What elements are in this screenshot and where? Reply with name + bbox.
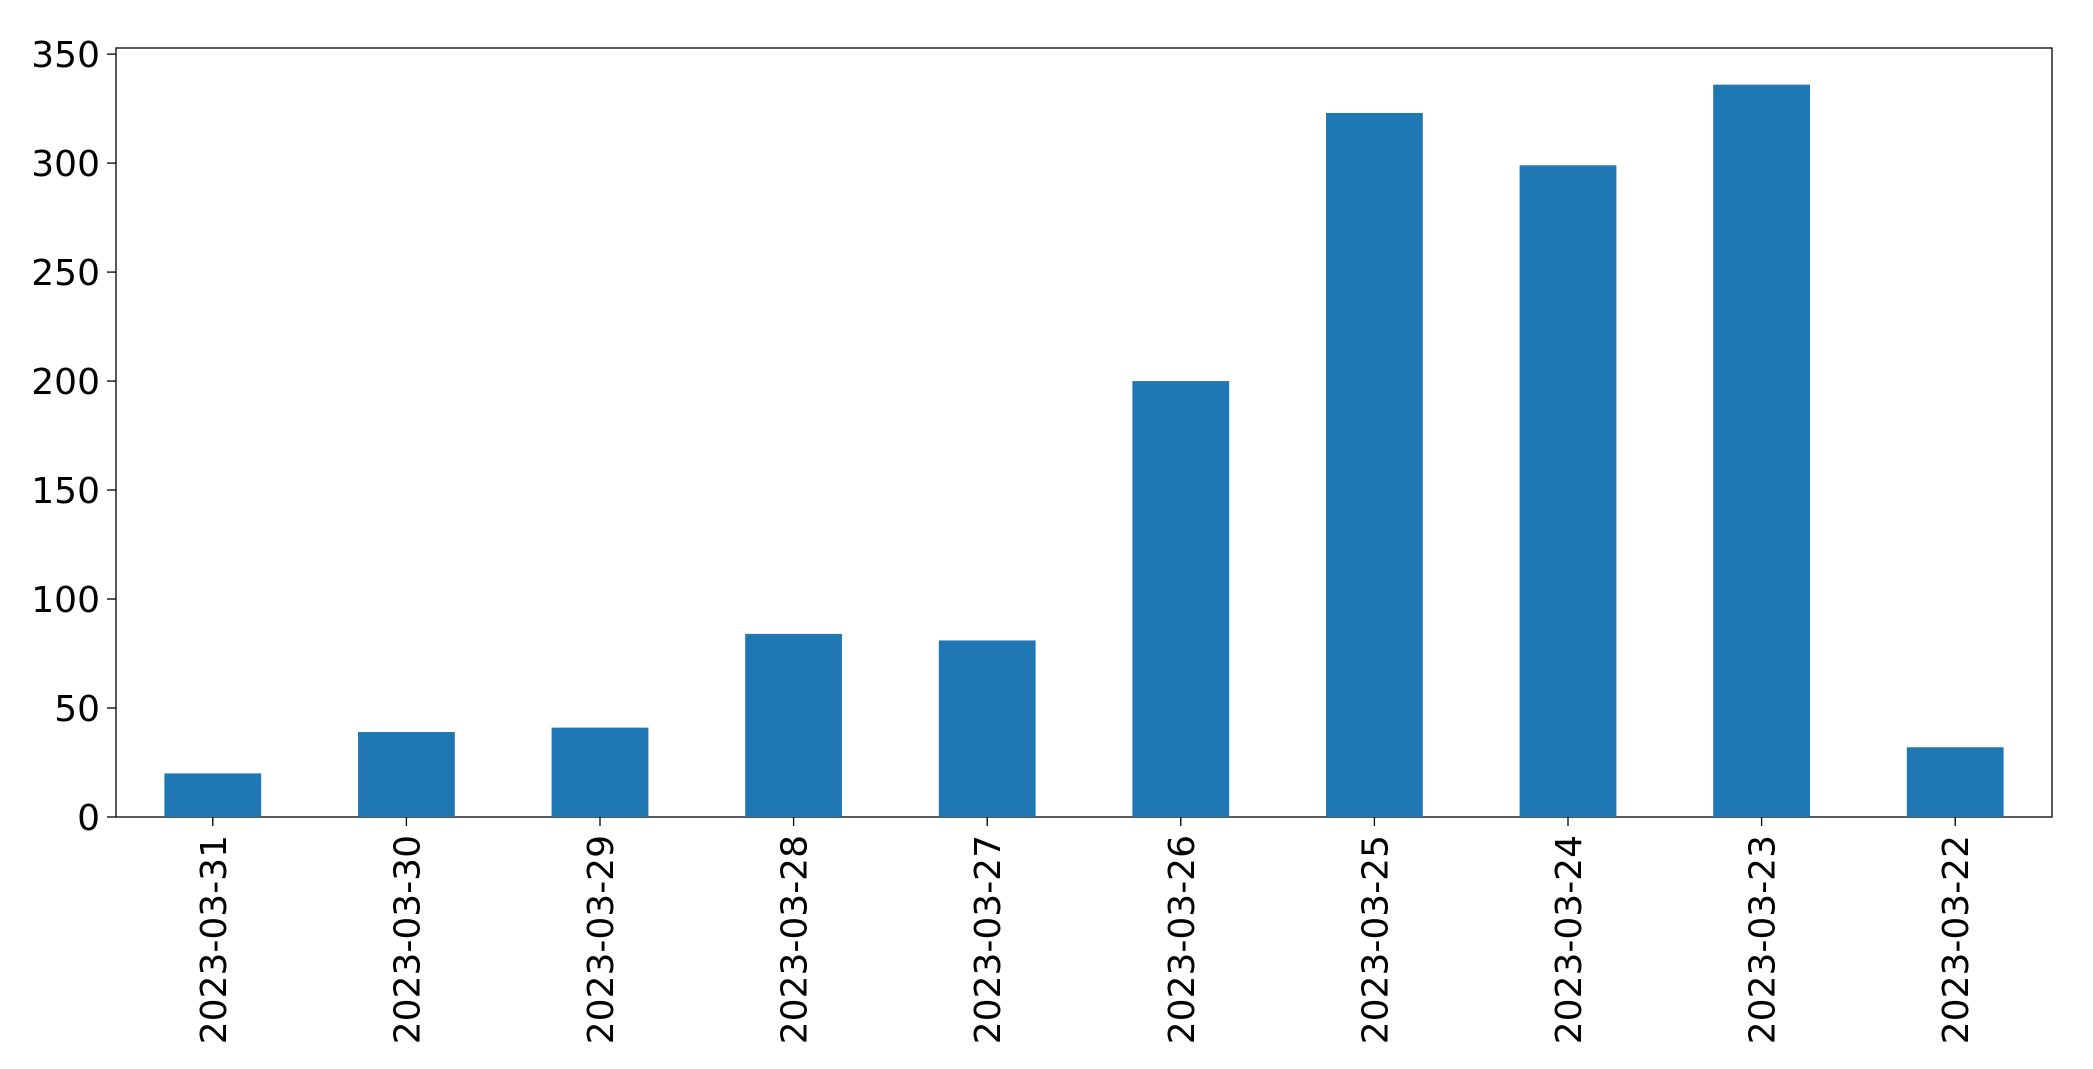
bar — [358, 731, 455, 817]
bar — [938, 640, 1036, 817]
bar — [1906, 747, 2004, 817]
x-tick-label: 2023-03-24 — [1549, 835, 1590, 1044]
y-tick-label: 50 — [54, 689, 100, 730]
bar — [1519, 165, 1617, 818]
x-tick-label: 2023-03-29 — [581, 835, 622, 1044]
x-tick-label: 2023-03-23 — [1743, 835, 1784, 1044]
x-tick-label: 2023-03-25 — [1355, 835, 1396, 1044]
y-tick-label: 0 — [77, 798, 100, 839]
y-tick-label: 250 — [31, 253, 100, 294]
bar — [164, 773, 262, 817]
y-tick-label: 150 — [31, 471, 100, 512]
bar — [1132, 381, 1230, 817]
bar — [1326, 112, 1423, 818]
y-tick-label: 100 — [31, 580, 100, 621]
x-tick-label: 2023-03-26 — [1162, 835, 1203, 1044]
y-tick-label: 300 — [31, 144, 100, 185]
x-tick-label: 2023-03-30 — [387, 835, 428, 1044]
plot-frame — [115, 47, 2053, 818]
x-tick-label: 2023-03-27 — [968, 835, 1009, 1044]
bar — [745, 633, 842, 817]
x-tick-label: 2023-03-31 — [194, 835, 235, 1044]
bar — [1713, 84, 1810, 818]
y-tick-label: 200 — [31, 362, 100, 403]
x-tick-label: 2023-03-22 — [1936, 835, 1977, 1044]
x-tick-label: 2023-03-28 — [775, 835, 816, 1044]
bar — [551, 727, 649, 817]
y-tick-label: 350 — [31, 35, 100, 76]
